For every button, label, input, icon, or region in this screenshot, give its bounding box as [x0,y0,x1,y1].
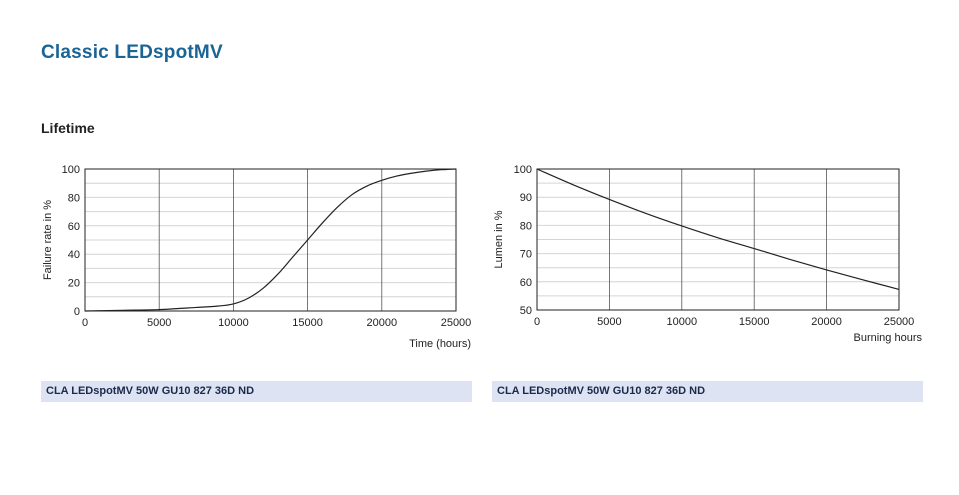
x-tick-label: 10000 [218,317,249,329]
x-tick-label: 25000 [884,316,915,328]
page-title: Classic LEDspotMV [41,42,223,63]
x-tick-label: 0 [82,317,88,329]
plot-frame [536,168,900,311]
series-line [84,168,457,312]
x-tick-label: 20000 [367,317,398,329]
x-tick-label: 15000 [292,317,323,329]
x-tick-label: 20000 [811,316,842,328]
y-tick-label: 0 [74,306,80,318]
y-tick-label: 80 [520,220,532,232]
y-tick-label: 80 [68,192,80,204]
y-tick-label: 50 [520,305,532,317]
x-axis-label: Burning hours [854,332,923,344]
y-tick-label: 100 [514,164,532,176]
x-axis-label: Time (hours) [409,338,471,350]
x-tick-label: 15000 [739,316,770,328]
x-tick-label: 0 [534,316,540,328]
section-title: Lifetime [41,120,95,136]
chart-caption-failure: CLA LEDspotMV 50W GU10 827 36D ND [41,381,472,402]
plot-frame [84,168,457,312]
y-tick-label: 90 [520,192,532,204]
x-tick-label: 25000 [441,317,472,329]
chart-caption-lumen: CLA LEDspotMV 50W GU10 827 36D ND [492,381,923,402]
y-tick-label: 70 [520,249,532,261]
y-tick-label: 20 [68,278,80,290]
x-tick-label: 5000 [147,317,171,329]
x-tick-label: 10000 [667,316,698,328]
x-tick-label: 5000 [597,316,621,328]
series-line [536,168,900,290]
y-tick-label: 60 [68,221,80,233]
y-axis-label: Lumen in % [493,210,505,268]
y-tick-label: 100 [62,164,80,176]
y-tick-label: 40 [68,249,80,261]
y-axis-label: Failure rate in % [42,200,54,280]
y-tick-label: 60 [520,277,532,289]
